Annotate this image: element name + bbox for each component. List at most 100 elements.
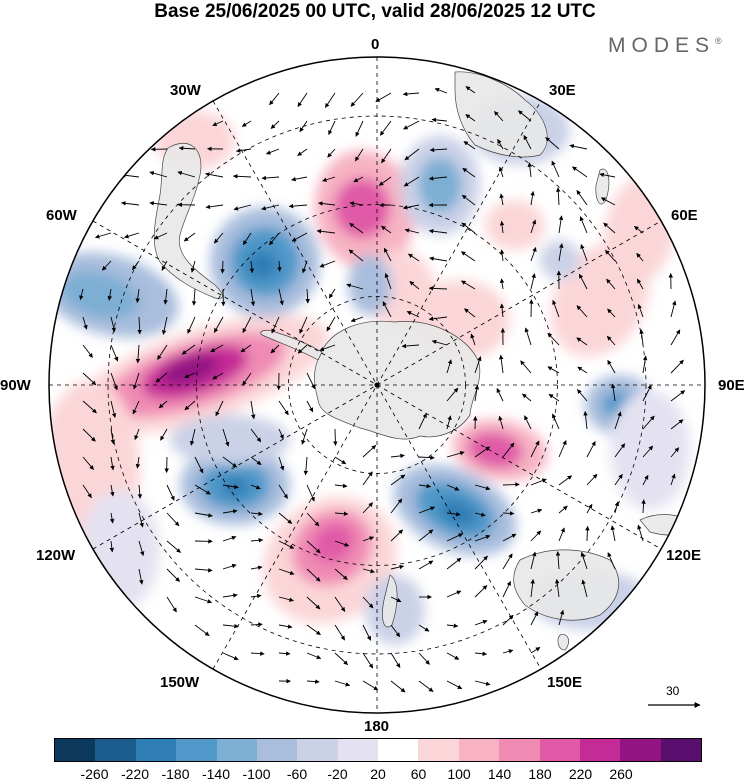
wind-vector	[299, 120, 308, 133]
wind-vector	[183, 232, 196, 242]
wind-vector	[194, 484, 211, 495]
wind-vector	[502, 580, 512, 598]
wind-vector	[326, 316, 336, 332]
anomaly-contour	[610, 390, 690, 510]
wind-vector	[545, 137, 560, 150]
wind-vector	[461, 194, 476, 206]
wind-vector	[137, 484, 143, 499]
lon-label-150w: 150W	[160, 674, 200, 691]
wind-vector	[431, 117, 448, 123]
wind-vector	[530, 440, 540, 458]
wind-vector	[390, 529, 404, 542]
wind-vector	[135, 344, 141, 364]
wind-vector	[530, 611, 539, 626]
wind-vector	[670, 419, 684, 430]
colorbar-swatch	[176, 739, 217, 761]
wind-vector	[636, 278, 644, 290]
wind-vector	[261, 175, 280, 181]
wind-vector	[547, 366, 560, 374]
wind-vector	[278, 624, 293, 629]
wind-vector	[187, 316, 196, 334]
wind-vector	[242, 316, 252, 333]
wind-vector	[402, 204, 420, 210]
wind-vector	[381, 148, 392, 164]
wind-vector	[670, 473, 676, 486]
wind-vector	[446, 557, 462, 570]
wind-vector	[190, 260, 196, 273]
wind-vector	[530, 647, 541, 654]
wind-vector	[82, 456, 94, 470]
colorbar-tick-label: -20	[327, 766, 348, 782]
wind-vector	[434, 87, 448, 94]
wind-vector	[350, 92, 364, 107]
wind-vector	[291, 176, 308, 182]
wind-vector	[278, 456, 285, 471]
wind-vector	[642, 355, 648, 374]
wind-vector	[222, 456, 238, 468]
wind-vector	[177, 170, 196, 178]
wind-vector	[530, 190, 535, 206]
wind-vector	[306, 484, 315, 502]
wind-vector	[222, 563, 237, 570]
wind-vector	[135, 288, 140, 303]
wind-vector	[670, 390, 686, 402]
wind-vector	[527, 162, 533, 178]
land-outline	[513, 549, 619, 621]
wind-vector	[474, 484, 491, 491]
wind-vector	[249, 260, 255, 274]
wind-vector	[462, 167, 476, 178]
anomaly-contour	[170, 415, 290, 465]
wind-vector	[637, 303, 644, 318]
wind-vector	[555, 187, 561, 206]
colorbar-swatch	[458, 739, 500, 761]
colorbar-tick-label: -260	[80, 766, 109, 782]
lon-label-150e: 150E	[547, 674, 583, 691]
wind-vector	[184, 372, 196, 379]
wind-vector	[306, 540, 321, 554]
wind-vector	[82, 344, 93, 358]
wind-vector	[465, 86, 476, 94]
wind-vector	[464, 308, 476, 318]
wind-vector	[498, 415, 504, 430]
wind-vector	[383, 247, 392, 262]
wind-vector	[578, 273, 588, 290]
wind-vector	[576, 305, 588, 318]
wind-vector	[212, 372, 224, 380]
anomaly-contour	[540, 240, 580, 280]
colorbar-swatch	[378, 739, 419, 761]
wind-vector	[463, 141, 476, 150]
wind-vector	[278, 512, 293, 524]
colorbar-tick-label: 60	[410, 766, 427, 782]
wind-vector	[134, 428, 140, 441]
wind-vector	[213, 316, 224, 333]
wind-vector	[502, 442, 515, 458]
wind-vector	[362, 444, 377, 458]
wind-vector	[278, 484, 288, 499]
colorbar-tick-label: -180	[161, 766, 190, 782]
wind-vector	[576, 190, 588, 206]
wind-vector	[362, 680, 379, 691]
wind-vector	[429, 147, 448, 153]
wind-vector	[585, 525, 590, 542]
wind-vector	[502, 511, 515, 516]
wind-vector	[446, 623, 459, 628]
wind-vector	[302, 260, 308, 274]
wind-vector	[446, 533, 464, 542]
wind-vector	[166, 540, 181, 553]
wind-vector	[548, 393, 560, 402]
wind-vector	[319, 344, 336, 352]
wind-vector	[82, 316, 88, 330]
wind-vector	[431, 339, 448, 346]
anomaly-contour	[80, 490, 160, 610]
wind-vector	[552, 299, 560, 318]
wind-vector	[586, 503, 593, 514]
wind-vector	[138, 512, 144, 528]
wind-vector	[189, 428, 196, 446]
wind-vector	[474, 356, 482, 374]
wind-vector	[191, 288, 197, 306]
wind-vector	[642, 384, 652, 402]
wind-vector	[607, 359, 616, 374]
wind-vector	[355, 120, 364, 137]
wind-vector	[155, 372, 168, 383]
wind-vector	[530, 246, 537, 262]
